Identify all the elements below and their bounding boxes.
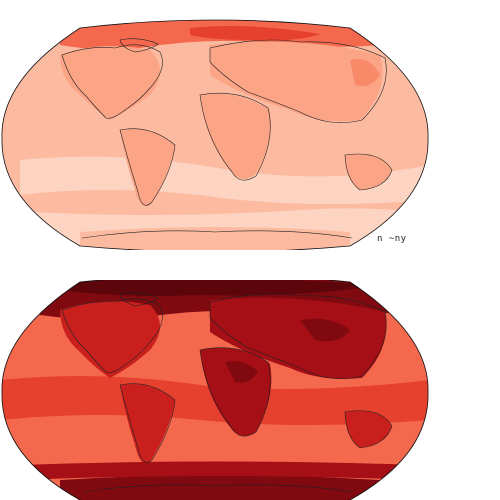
australia-region bbox=[345, 154, 392, 190]
coastlines-top bbox=[61, 38, 393, 239]
map-top-outline bbox=[1, 19, 429, 250]
map-bottom-svg bbox=[1, 280, 429, 500]
ocean-band-light bbox=[20, 156, 429, 204]
southern-ocean-band bbox=[20, 461, 420, 480]
map-bottom bbox=[0, 280, 500, 500]
map-bottom-outline bbox=[1, 280, 429, 500]
australia-region bbox=[345, 410, 392, 448]
arctic-hotspot bbox=[190, 26, 320, 41]
north-america-region bbox=[60, 46, 160, 120]
map-top-svg bbox=[1, 19, 429, 250]
map-top-field bbox=[1, 20, 429, 250]
corner-label: n ~ny bbox=[377, 234, 407, 244]
map-top bbox=[1, 19, 429, 250]
coastlines-bottom bbox=[61, 292, 393, 493]
south-america-region bbox=[120, 129, 175, 206]
eurasia-region bbox=[210, 297, 387, 379]
asia-hotspot bbox=[350, 59, 380, 87]
arctic-hotspot bbox=[60, 280, 380, 296]
sahara-hotspot bbox=[225, 361, 258, 383]
antarctica-region bbox=[60, 475, 380, 500]
central-asia-hotspot bbox=[300, 318, 350, 342]
eurasia-region bbox=[210, 41, 383, 122]
africa-region bbox=[200, 94, 271, 179]
map-bottom-field bbox=[1, 280, 429, 500]
antarctica-region bbox=[80, 227, 350, 250]
north-america-region bbox=[60, 301, 160, 378]
south-america-region bbox=[120, 384, 175, 464]
